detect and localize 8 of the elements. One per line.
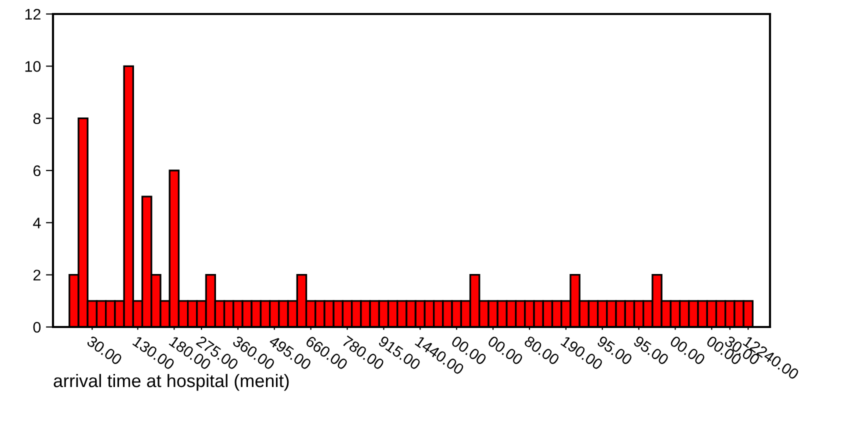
y-tick-label: 2 bbox=[33, 270, 40, 280]
y-tick-label: 8 bbox=[33, 113, 41, 124]
y-tick-label: 12 bbox=[25, 8, 40, 20]
x-axis-title: arrival time at hospital (menit) bbox=[54, 374, 289, 391]
y-tick-label: 10 bbox=[25, 61, 41, 72]
y-tick-label: 0 bbox=[33, 322, 41, 333]
y-tick-label: 4 bbox=[33, 218, 41, 228]
y-tick-label: 6 bbox=[33, 165, 41, 176]
